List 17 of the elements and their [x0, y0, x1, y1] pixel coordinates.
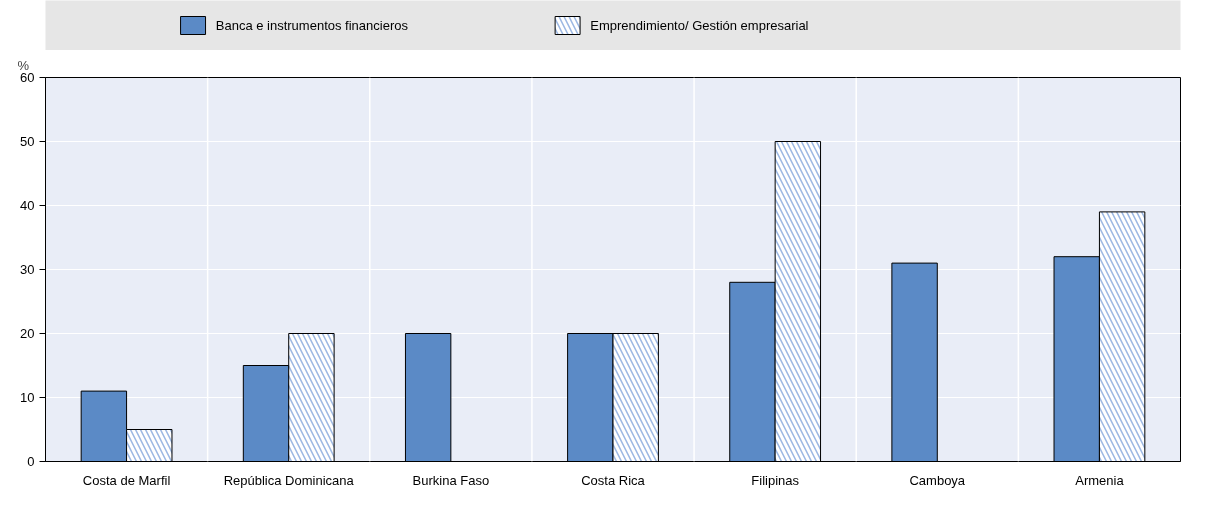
legend-label: Banca e instrumentos financieros [215, 18, 409, 33]
x-tick-label: Armenia [1075, 472, 1125, 488]
y-tick-label: 20 [20, 326, 35, 341]
x-tick-label: República Dominicana [223, 472, 355, 488]
y-axis-title: % [17, 57, 30, 73]
legend-label: Emprendimiento/ Gestión empresarial [590, 18, 809, 33]
x-tick-label: Camboya [909, 472, 966, 488]
y-tick-label: 50 [20, 134, 35, 149]
x-tick-label: Costa Rica [581, 472, 646, 488]
y-tick-label: 40 [20, 198, 35, 213]
x-tick-label: Burkina Faso [412, 472, 490, 488]
y-tick-label: 0 [27, 454, 35, 469]
x-tick-label: Filipinas [751, 472, 800, 488]
y-tick-label: 60 [20, 70, 35, 85]
x-tick-label: Costa de Marfil [82, 472, 171, 488]
y-tick-label: 30 [20, 262, 35, 277]
y-tick-label: 10 [20, 390, 35, 405]
